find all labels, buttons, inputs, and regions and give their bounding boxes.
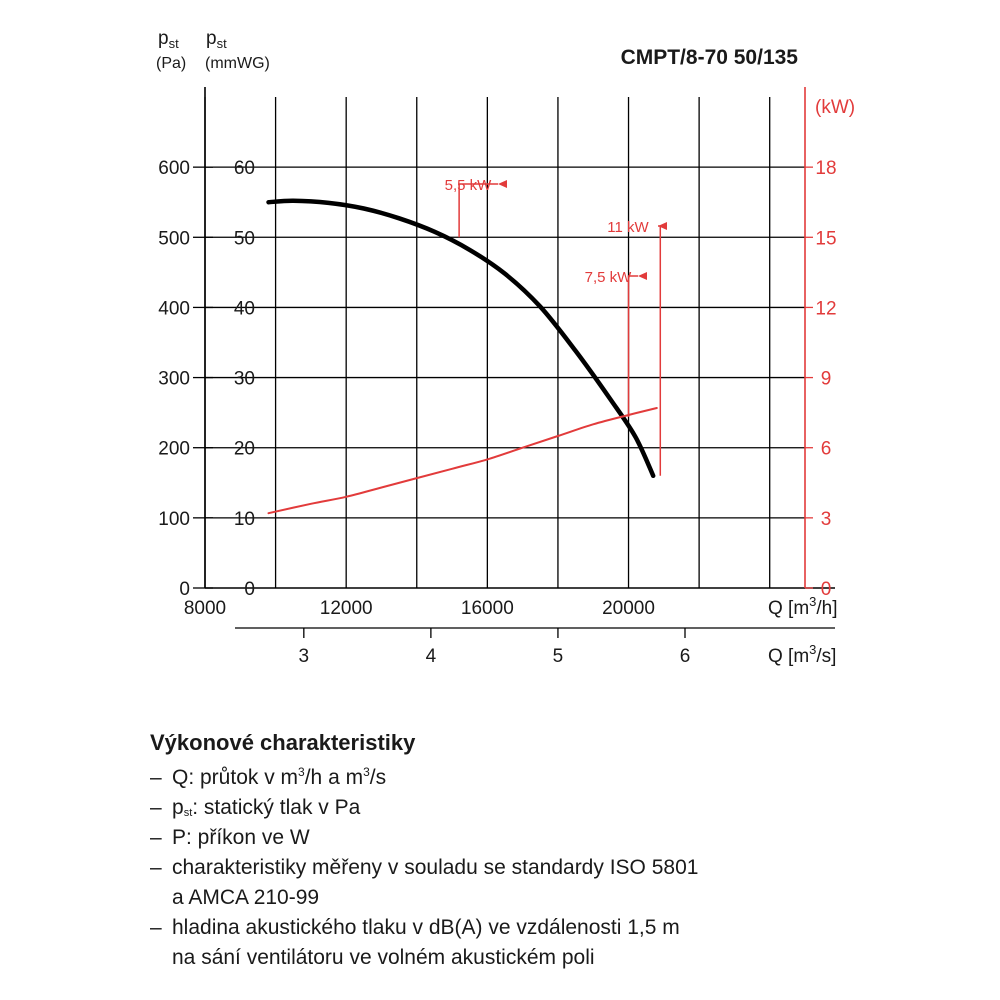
tick-labels: 0100200300400500600010203040506003691215… bbox=[158, 158, 836, 667]
y-pa-tick-label: 0 bbox=[179, 579, 190, 600]
power-curve bbox=[267, 407, 658, 515]
y-mmwg-tick-label: 60 bbox=[234, 158, 255, 179]
legend-item-acoustic: hladina akustického tlaku v dB(A) ve vzd… bbox=[150, 913, 970, 973]
legend-list: Q: průtok v m3/h a m3/s pst: statický tl… bbox=[150, 763, 970, 973]
y-mmwg-tick-label: 50 bbox=[234, 228, 255, 249]
y-kw-tick-label: 12 bbox=[815, 298, 836, 319]
y-pa-tick-label: 400 bbox=[158, 298, 190, 319]
y-kw-tick-label: 3 bbox=[821, 509, 832, 530]
y-mmwg-tick-label: 0 bbox=[244, 579, 255, 600]
y-mmwg-tick-label: 10 bbox=[234, 509, 255, 530]
annotation-arrow bbox=[498, 180, 507, 188]
x-m3h-tick-label: 20000 bbox=[602, 598, 655, 619]
y-pa-tick-label: 500 bbox=[158, 228, 190, 249]
annotation-label: 7,5 kW bbox=[585, 269, 633, 286]
y-kw-tick-label: 9 bbox=[821, 369, 832, 390]
grid bbox=[204, 97, 805, 588]
y-left-outer-unit: (Pa) bbox=[156, 55, 186, 72]
annotation-label: 5,5 kW bbox=[445, 177, 493, 194]
x-m3h-tick-label: 8000 bbox=[184, 598, 226, 619]
annotation-leader bbox=[627, 275, 638, 417]
legend-item-standards: charakteristiky měřeny v souladu se stan… bbox=[150, 853, 970, 913]
y-kw-tick-label: 6 bbox=[821, 439, 832, 460]
series bbox=[266, 198, 658, 515]
axes bbox=[204, 87, 835, 629]
x-m3s-tick-label: 5 bbox=[553, 646, 564, 667]
y-pa-tick-label: 100 bbox=[158, 509, 190, 530]
legend-item-flow: Q: průtok v m3/h a m3/s bbox=[150, 763, 970, 793]
y-pa-tick-label: 200 bbox=[158, 439, 190, 460]
x-m3h-tick-label: 12000 bbox=[320, 598, 373, 619]
legend: Výkonové charakteristiky Q: průtok v m3/… bbox=[150, 727, 970, 973]
chart-title: CMPT/8-70 50/135 bbox=[621, 46, 799, 69]
y-kw-tick-label: 0 bbox=[821, 579, 832, 600]
x-bottom-title: Q [m3/s] bbox=[768, 642, 836, 667]
annotation-leader bbox=[458, 183, 498, 238]
y-right-unit: (kW) bbox=[815, 97, 855, 118]
x-top-title: Q [m3/h] bbox=[768, 594, 838, 619]
pressure-curve bbox=[266, 198, 656, 479]
annotations: 5,5 kW 11 kW 7,5 kW bbox=[445, 177, 667, 476]
y-mmwg-tick-label: 40 bbox=[234, 298, 255, 319]
y-mmwg-tick-label: 30 bbox=[234, 369, 255, 390]
y-kw-tick-label: 18 bbox=[815, 158, 836, 179]
legend-heading: Výkonové charakteristiky bbox=[150, 730, 416, 755]
x-m3s-tick-label: 6 bbox=[680, 646, 691, 667]
legend-item-power: P: příkon ve W bbox=[150, 823, 970, 853]
annotation-leader bbox=[658, 225, 662, 476]
y-mmwg-tick-label: 20 bbox=[234, 439, 255, 460]
x-m3h-tick-label: 16000 bbox=[461, 598, 514, 619]
annotation-arrow bbox=[638, 272, 647, 280]
annotation-label: 11 kW bbox=[607, 219, 649, 236]
legend-item-pressure: pst: statický tlak v Pa bbox=[150, 793, 970, 823]
y-left-outer-title: pst bbox=[158, 28, 179, 51]
y-kw-tick-label: 15 bbox=[815, 228, 836, 249]
x-m3s-tick-label: 3 bbox=[299, 646, 310, 667]
y-pa-tick-label: 600 bbox=[158, 158, 190, 179]
y-pa-tick-label: 300 bbox=[158, 369, 190, 390]
y-left-inner-unit: (mmWG) bbox=[205, 55, 270, 72]
fan-performance-chart: 0100200300400500600010203040506003691215… bbox=[156, 28, 855, 667]
y-left-inner-title: pst bbox=[206, 28, 227, 51]
x-m3s-tick-label: 4 bbox=[426, 646, 437, 667]
annotation-arrow bbox=[658, 222, 667, 230]
